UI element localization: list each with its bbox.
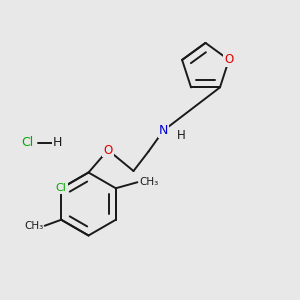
Text: H: H — [52, 136, 62, 149]
Text: Cl: Cl — [21, 136, 33, 149]
Text: H: H — [176, 128, 185, 142]
Text: O: O — [103, 143, 112, 157]
Text: N: N — [159, 124, 168, 137]
Text: O: O — [224, 53, 233, 66]
Text: CH₃: CH₃ — [24, 221, 43, 231]
Text: CH₃: CH₃ — [139, 177, 158, 187]
Text: Cl: Cl — [56, 183, 67, 193]
